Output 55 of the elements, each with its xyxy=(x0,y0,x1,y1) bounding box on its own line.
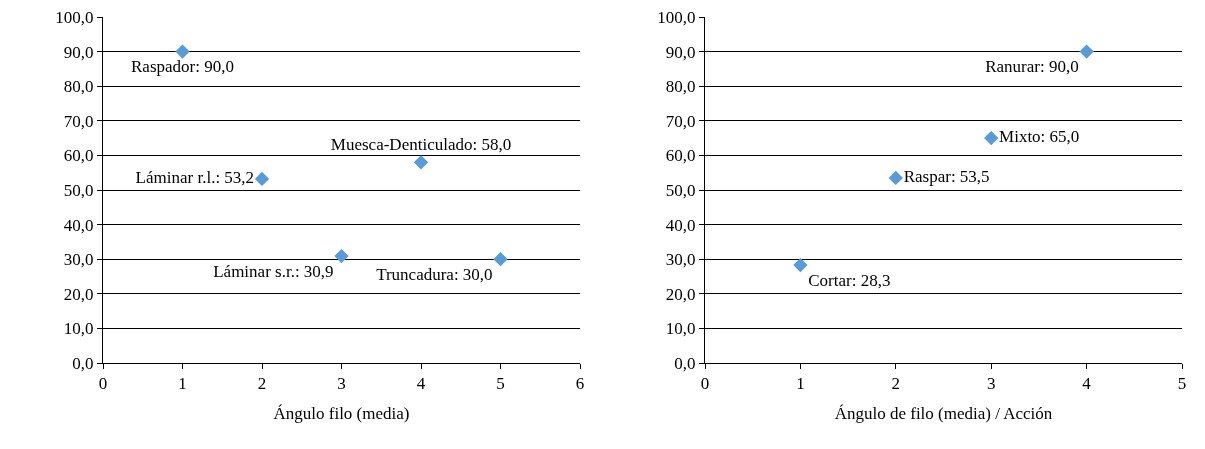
data-label: Truncadura: 30,0 xyxy=(376,264,493,284)
x-tick-label: 3 xyxy=(986,374,996,394)
y-tick-label: 100,0 xyxy=(657,7,696,27)
x-tick-label: 3 xyxy=(337,374,346,394)
y-tick-label: 60,0 xyxy=(63,146,94,166)
y-tick-label: 50,0 xyxy=(63,180,94,200)
x-tick-label: 0 xyxy=(98,374,108,394)
x-tick-label: 2 xyxy=(891,374,901,394)
data-label: Cortar: 28,3 xyxy=(808,270,891,290)
point xyxy=(984,130,999,146)
y-tick-label: 70,0 xyxy=(665,111,696,131)
y-tick-label: 90,0 xyxy=(63,42,94,62)
y-tick-label: 60,0 xyxy=(665,146,696,166)
x-tick-label: 6 xyxy=(575,374,585,394)
data-label: Mixto: 65,0 xyxy=(999,127,1080,147)
y-tick-label: 80,0 xyxy=(665,77,696,97)
data-label: Raspar: 53,5 xyxy=(903,167,990,187)
data-label: Láminar r.l.: 53,2 xyxy=(135,168,255,188)
y-tick-label: 80,0 xyxy=(63,77,94,97)
data-label: Ranurar: 90,0 xyxy=(985,57,1079,77)
x-tick-label: 4 xyxy=(416,374,426,394)
y-tick-label: 20,0 xyxy=(665,284,696,304)
point xyxy=(254,171,270,187)
point xyxy=(175,44,190,59)
x-tick-label: 5 xyxy=(1177,374,1187,394)
y-tick-label: 70,0 xyxy=(63,111,94,131)
data-label: Láminar s.r.: 30,9 xyxy=(213,261,334,281)
point xyxy=(413,155,429,170)
x-tick-label: 1 xyxy=(178,374,187,394)
y-tick-label: 100,0 xyxy=(55,7,94,27)
x-tick-label: 2 xyxy=(257,374,267,394)
y-tick-label: 30,0 xyxy=(63,250,94,270)
point xyxy=(793,257,808,273)
y-tick-label: 0,0 xyxy=(674,353,696,373)
x-axis-title: Ángulo de filo (media) / Acción xyxy=(834,403,1053,423)
x-axis-title: Ángulo filo (media) xyxy=(273,403,410,423)
x-tick-label: 4 xyxy=(1082,374,1092,394)
y-tick-label: 10,0 xyxy=(665,319,696,339)
data-label: Raspador: 90,0 xyxy=(131,57,234,77)
point xyxy=(888,170,903,186)
y-tick-label: 20,0 xyxy=(63,284,94,304)
point xyxy=(334,248,349,264)
y-tick-label: 40,0 xyxy=(665,215,696,235)
x-tick-label: 1 xyxy=(796,374,805,394)
y-tick-label: 0,0 xyxy=(72,353,94,373)
data-label: Muesca-Denticulado: 58,0 xyxy=(330,135,512,155)
y-tick-label: 50,0 xyxy=(665,180,696,200)
point xyxy=(493,252,508,267)
y-tick-label: 10,0 xyxy=(63,319,94,339)
point xyxy=(1079,44,1094,59)
y-tick-label: 40,0 xyxy=(63,215,94,235)
y-tick-label: 90,0 xyxy=(665,42,696,62)
x-tick-label: 0 xyxy=(700,374,710,394)
x-tick-label: 5 xyxy=(496,374,505,394)
y-tick-label: 30,0 xyxy=(665,250,696,270)
